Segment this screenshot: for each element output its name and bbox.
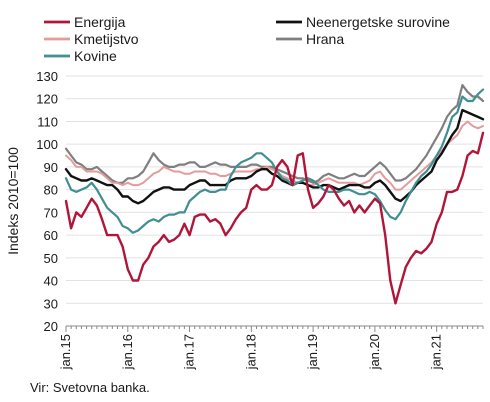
y-axis: 20 30 40 50 60 70 80 90 100 110 120 130 (36, 69, 58, 334)
y-tick-label: 60 (44, 228, 58, 243)
y-tick-label: 70 (44, 205, 58, 220)
grid-lines (66, 75, 483, 327)
y-tick-label: 100 (36, 137, 58, 152)
x-tick-label: jan.19 (305, 334, 320, 370)
series-line-energija (64, 131, 485, 305)
series-line-kovine (64, 88, 485, 234)
y-axis-label: Indeks 2010=100 (5, 147, 21, 255)
x-tick-label: jan.15 (58, 334, 73, 370)
x-tick-label: jan.17 (182, 334, 197, 370)
series-lines (64, 83, 485, 305)
x-tick-label: jan.18 (243, 334, 258, 370)
legend-label: Energija (74, 14, 126, 30)
y-tick-label: 120 (36, 92, 58, 107)
y-tick-label: 30 (44, 296, 58, 311)
x-axis: jan.15 jan.16 jan.17 jan.18 jan.19 jan.20 jan.… (58, 325, 484, 370)
y-tick-label: 90 (44, 160, 58, 175)
y-tick-label: 80 (44, 183, 58, 198)
x-tick-label: jan.16 (120, 334, 135, 370)
y-tick-label: 40 (44, 274, 58, 289)
y-tick-label: 20 (44, 319, 58, 334)
legend-label: Hrana (306, 31, 344, 47)
y-tick-label: 130 (36, 69, 58, 84)
x-tick-label: jan.20 (367, 334, 382, 370)
y-tick-label: 50 (44, 251, 58, 266)
legend-label: Neenergetske surovine (306, 14, 450, 30)
legend-label: Kmetijstvo (74, 31, 139, 47)
source-note: Vir: Svetovna banka. (30, 380, 150, 395)
legend-label: Kovine (74, 48, 117, 64)
y-tick-label: 110 (37, 114, 58, 129)
series-line-kmetijstvo (65, 120, 484, 191)
x-tick-label: jan.21 (429, 334, 444, 370)
